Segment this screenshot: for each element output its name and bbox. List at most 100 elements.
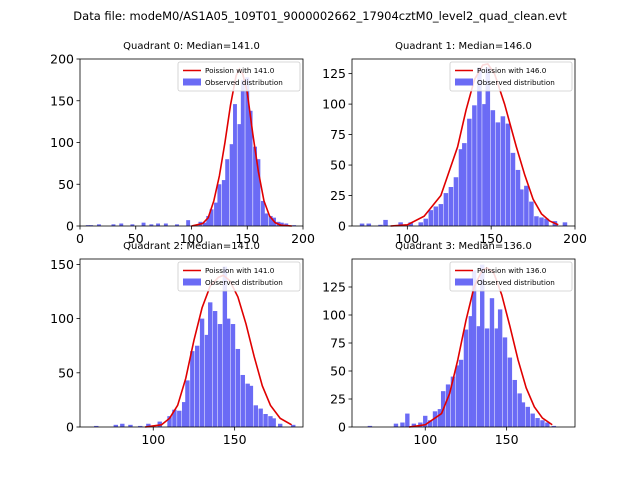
y-tick-label: 150	[50, 257, 74, 272]
histogram-bar	[248, 110, 253, 226]
legend-box	[177, 61, 301, 92]
histogram-bar	[432, 411, 438, 427]
x-tick-label: 100	[413, 432, 437, 447]
x-tick-label: 50	[128, 231, 144, 246]
histogram-bar	[256, 159, 261, 226]
panel-title: Quadrant 0: Median=141.0	[123, 41, 260, 52]
histogram-bar	[253, 146, 257, 226]
histogram-bar	[240, 374, 245, 427]
y-tick-label: 0	[66, 219, 74, 234]
legend-hist-label: Observed distribution	[205, 278, 283, 287]
histogram-bar	[208, 302, 213, 427]
histogram-bar	[248, 385, 254, 427]
histogram-bar	[535, 418, 540, 427]
legend-curve-label: Poission with 141.0	[205, 66, 275, 75]
legend: Poission with 141.0 Observed distribution	[177, 61, 301, 92]
legend-hist-swatch	[183, 78, 201, 86]
y-tick-label: 100	[50, 135, 74, 150]
histogram-bar	[172, 409, 177, 427]
histogram-bar	[418, 222, 424, 226]
legend-hist-swatch	[455, 278, 473, 286]
histogram-bar	[437, 409, 443, 427]
histogram-bar	[398, 222, 403, 226]
y-tick-label: 150	[50, 93, 74, 108]
y-tick-label: 0	[338, 420, 346, 435]
y-tick-label: 50	[58, 177, 74, 192]
histogram-bar	[512, 379, 517, 427]
y-tick-label: 0	[338, 219, 346, 234]
legend: Poission with 136.0 Observed distribution	[449, 261, 573, 292]
x-tick-label: 150	[223, 432, 247, 447]
histogram-bar	[494, 328, 500, 427]
histogram-bar	[292, 225, 297, 226]
legend-hist-swatch	[183, 278, 201, 286]
histogram-bar	[185, 380, 190, 427]
histogram-bar	[113, 424, 118, 427]
histogram-bar	[551, 425, 557, 427]
histogram-bar	[529, 201, 534, 226]
panel-quadrant-3: 100 150 0 25 50 75 100 125 Quadrant 3: Median=13…	[322, 241, 576, 447]
legend-curve-label: Poission with 146.0	[477, 66, 547, 75]
histogram-bar	[485, 67, 491, 226]
histogram-bar	[520, 402, 526, 427]
legend-box	[449, 261, 573, 292]
histogram-bar	[428, 210, 434, 226]
legend-hist-label: Observed distribution	[477, 78, 555, 87]
histogram-bar	[230, 324, 236, 427]
x-tick-label: 100	[395, 231, 419, 246]
y-tick-label: 0	[66, 420, 74, 435]
x-tick-label: 100	[141, 432, 165, 447]
histogram-bar	[278, 423, 283, 427]
histogram-bar	[120, 423, 125, 427]
histogram-bar	[545, 422, 550, 427]
histogram-bar	[562, 222, 568, 226]
histogram-bar	[156, 223, 160, 226]
histogram-bar	[423, 415, 428, 427]
histogram-bar	[233, 104, 237, 226]
histogram-bar	[175, 224, 179, 226]
histogram-bar	[455, 365, 460, 427]
histogram-bar	[268, 215, 273, 226]
histogram-bar	[524, 185, 529, 226]
histogram-bar	[490, 110, 496, 226]
histogram-bar	[128, 424, 133, 427]
histogram-bar	[484, 328, 490, 427]
y-tick-label: 50	[58, 365, 74, 380]
histogram-bar	[245, 383, 250, 427]
histogram-bar	[539, 217, 544, 226]
histogram-bar	[204, 334, 210, 427]
legend-hist-label: Observed distribution	[205, 78, 283, 87]
histogram-bar	[477, 67, 482, 226]
axes-frame	[79, 258, 304, 428]
histogram-bar	[458, 149, 464, 226]
histogram-bar	[221, 180, 226, 226]
histogram-bar	[225, 318, 231, 427]
histogram-bar	[495, 122, 501, 226]
histogram-bar	[467, 118, 472, 226]
histogram-bar	[480, 264, 485, 427]
y-tick-label: 125	[322, 280, 346, 295]
y-tick-label: 100	[50, 311, 74, 326]
panel-title: Quadrant 2: Median=141.0	[123, 241, 260, 252]
histogram-bar	[89, 225, 94, 226]
x-tick-label: 150	[495, 432, 519, 447]
histogram-bar	[507, 357, 513, 427]
y-tick-label: 25	[330, 188, 346, 203]
legend-hist-label: Observed distribution	[477, 278, 555, 287]
histogram-bar	[260, 200, 265, 226]
legend-curve-label: Poission with 141.0	[205, 266, 275, 275]
histogram-bar	[438, 204, 444, 226]
histogram-bar	[510, 152, 516, 226]
histogram-bar	[427, 420, 433, 427]
histogram-bar	[445, 384, 451, 427]
histogram-bar	[462, 143, 467, 226]
histogram-bar	[383, 219, 388, 226]
histogram-bar	[195, 345, 200, 427]
histogram-bar	[502, 337, 508, 427]
histogram-bar	[225, 159, 230, 226]
panel-quadrant-1: 100 150 200 0 25 50 75 100 125 Quadrant 1: Median…	[322, 41, 587, 246]
axes-frame	[351, 58, 576, 227]
panel-quadrant-2: 100 150 0 50 100 150 Quadrant 2: Median=141.0 P…	[50, 241, 304, 447]
x-tick-label: 200	[563, 231, 587, 246]
